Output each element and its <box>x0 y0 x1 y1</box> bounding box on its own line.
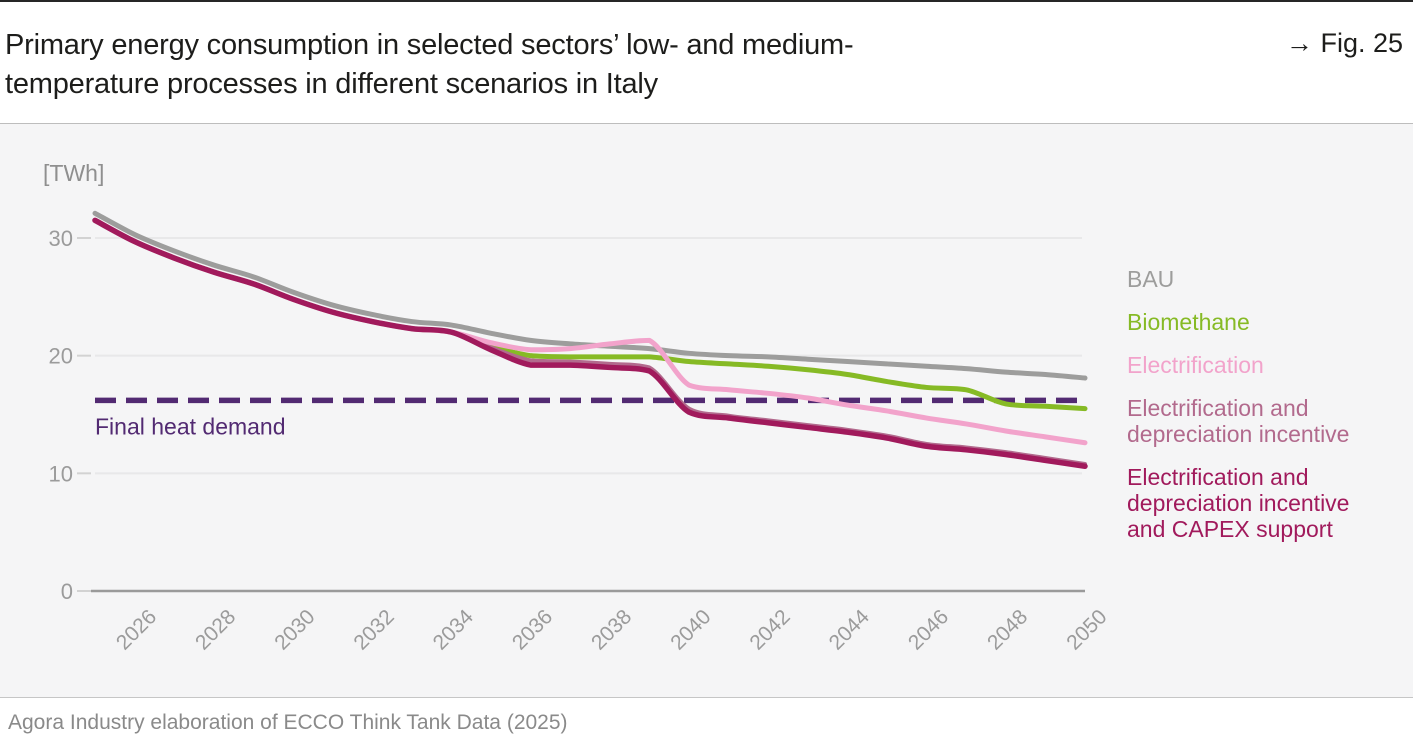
legend: BAU Biomethane Electrification Electrifi… <box>1127 266 1389 559</box>
svg-text:30: 30 <box>49 226 73 251</box>
svg-text:2046: 2046 <box>904 605 953 654</box>
legend-item-2: Electrification <box>1127 352 1264 378</box>
figure-number-label: → Fig. 25 <box>1285 28 1403 58</box>
svg-text:2048: 2048 <box>983 605 1032 654</box>
svg-text:10: 10 <box>49 461 73 486</box>
header: Primary energy consumption in selected s… <box>0 2 1413 124</box>
top-border <box>0 0 1413 2</box>
title-line-2: temperature processes in different scena… <box>5 68 658 100</box>
page-title: Primary energy consumption in selected s… <box>5 26 854 104</box>
svg-text:2030: 2030 <box>270 605 319 654</box>
legend-item-4: Electrification and depreciation incenti… <box>1127 464 1350 542</box>
svg-text:2044: 2044 <box>825 605 875 655</box>
svg-text:20: 20 <box>49 344 73 369</box>
svg-text:2034: 2034 <box>429 605 479 655</box>
svg-text:2036: 2036 <box>508 605 557 654</box>
legend-item-0: BAU <box>1127 266 1175 292</box>
legend-item-3: Electrification and depreciation incenti… <box>1127 395 1350 447</box>
svg-text:2042: 2042 <box>745 605 794 654</box>
legend-item-1: Biomethane <box>1127 309 1250 335</box>
svg-text:2050: 2050 <box>1062 605 1111 654</box>
svg-text:2040: 2040 <box>666 605 715 654</box>
footer: Agora Industry elaboration of ECCO Think… <box>0 698 1413 735</box>
svg-text:2028: 2028 <box>191 605 240 654</box>
svg-text:2026: 2026 <box>112 605 161 654</box>
chart-panel: 0 10 20 30 2026 2028 2030 2032 2034 2036 2038 2040 2… <box>0 124 1413 698</box>
svg-text:2038: 2038 <box>587 605 636 654</box>
svg-text:2032: 2032 <box>349 605 398 654</box>
y-axis-unit-label: [TWh] <box>43 160 105 186</box>
title-line-1: Primary energy consumption in selected s… <box>5 29 854 61</box>
svg-text:Final heat demand: Final heat demand <box>95 413 286 439</box>
source-text: Agora Industry elaboration of ECCO Think… <box>8 711 568 734</box>
svg-text:0: 0 <box>61 579 73 604</box>
